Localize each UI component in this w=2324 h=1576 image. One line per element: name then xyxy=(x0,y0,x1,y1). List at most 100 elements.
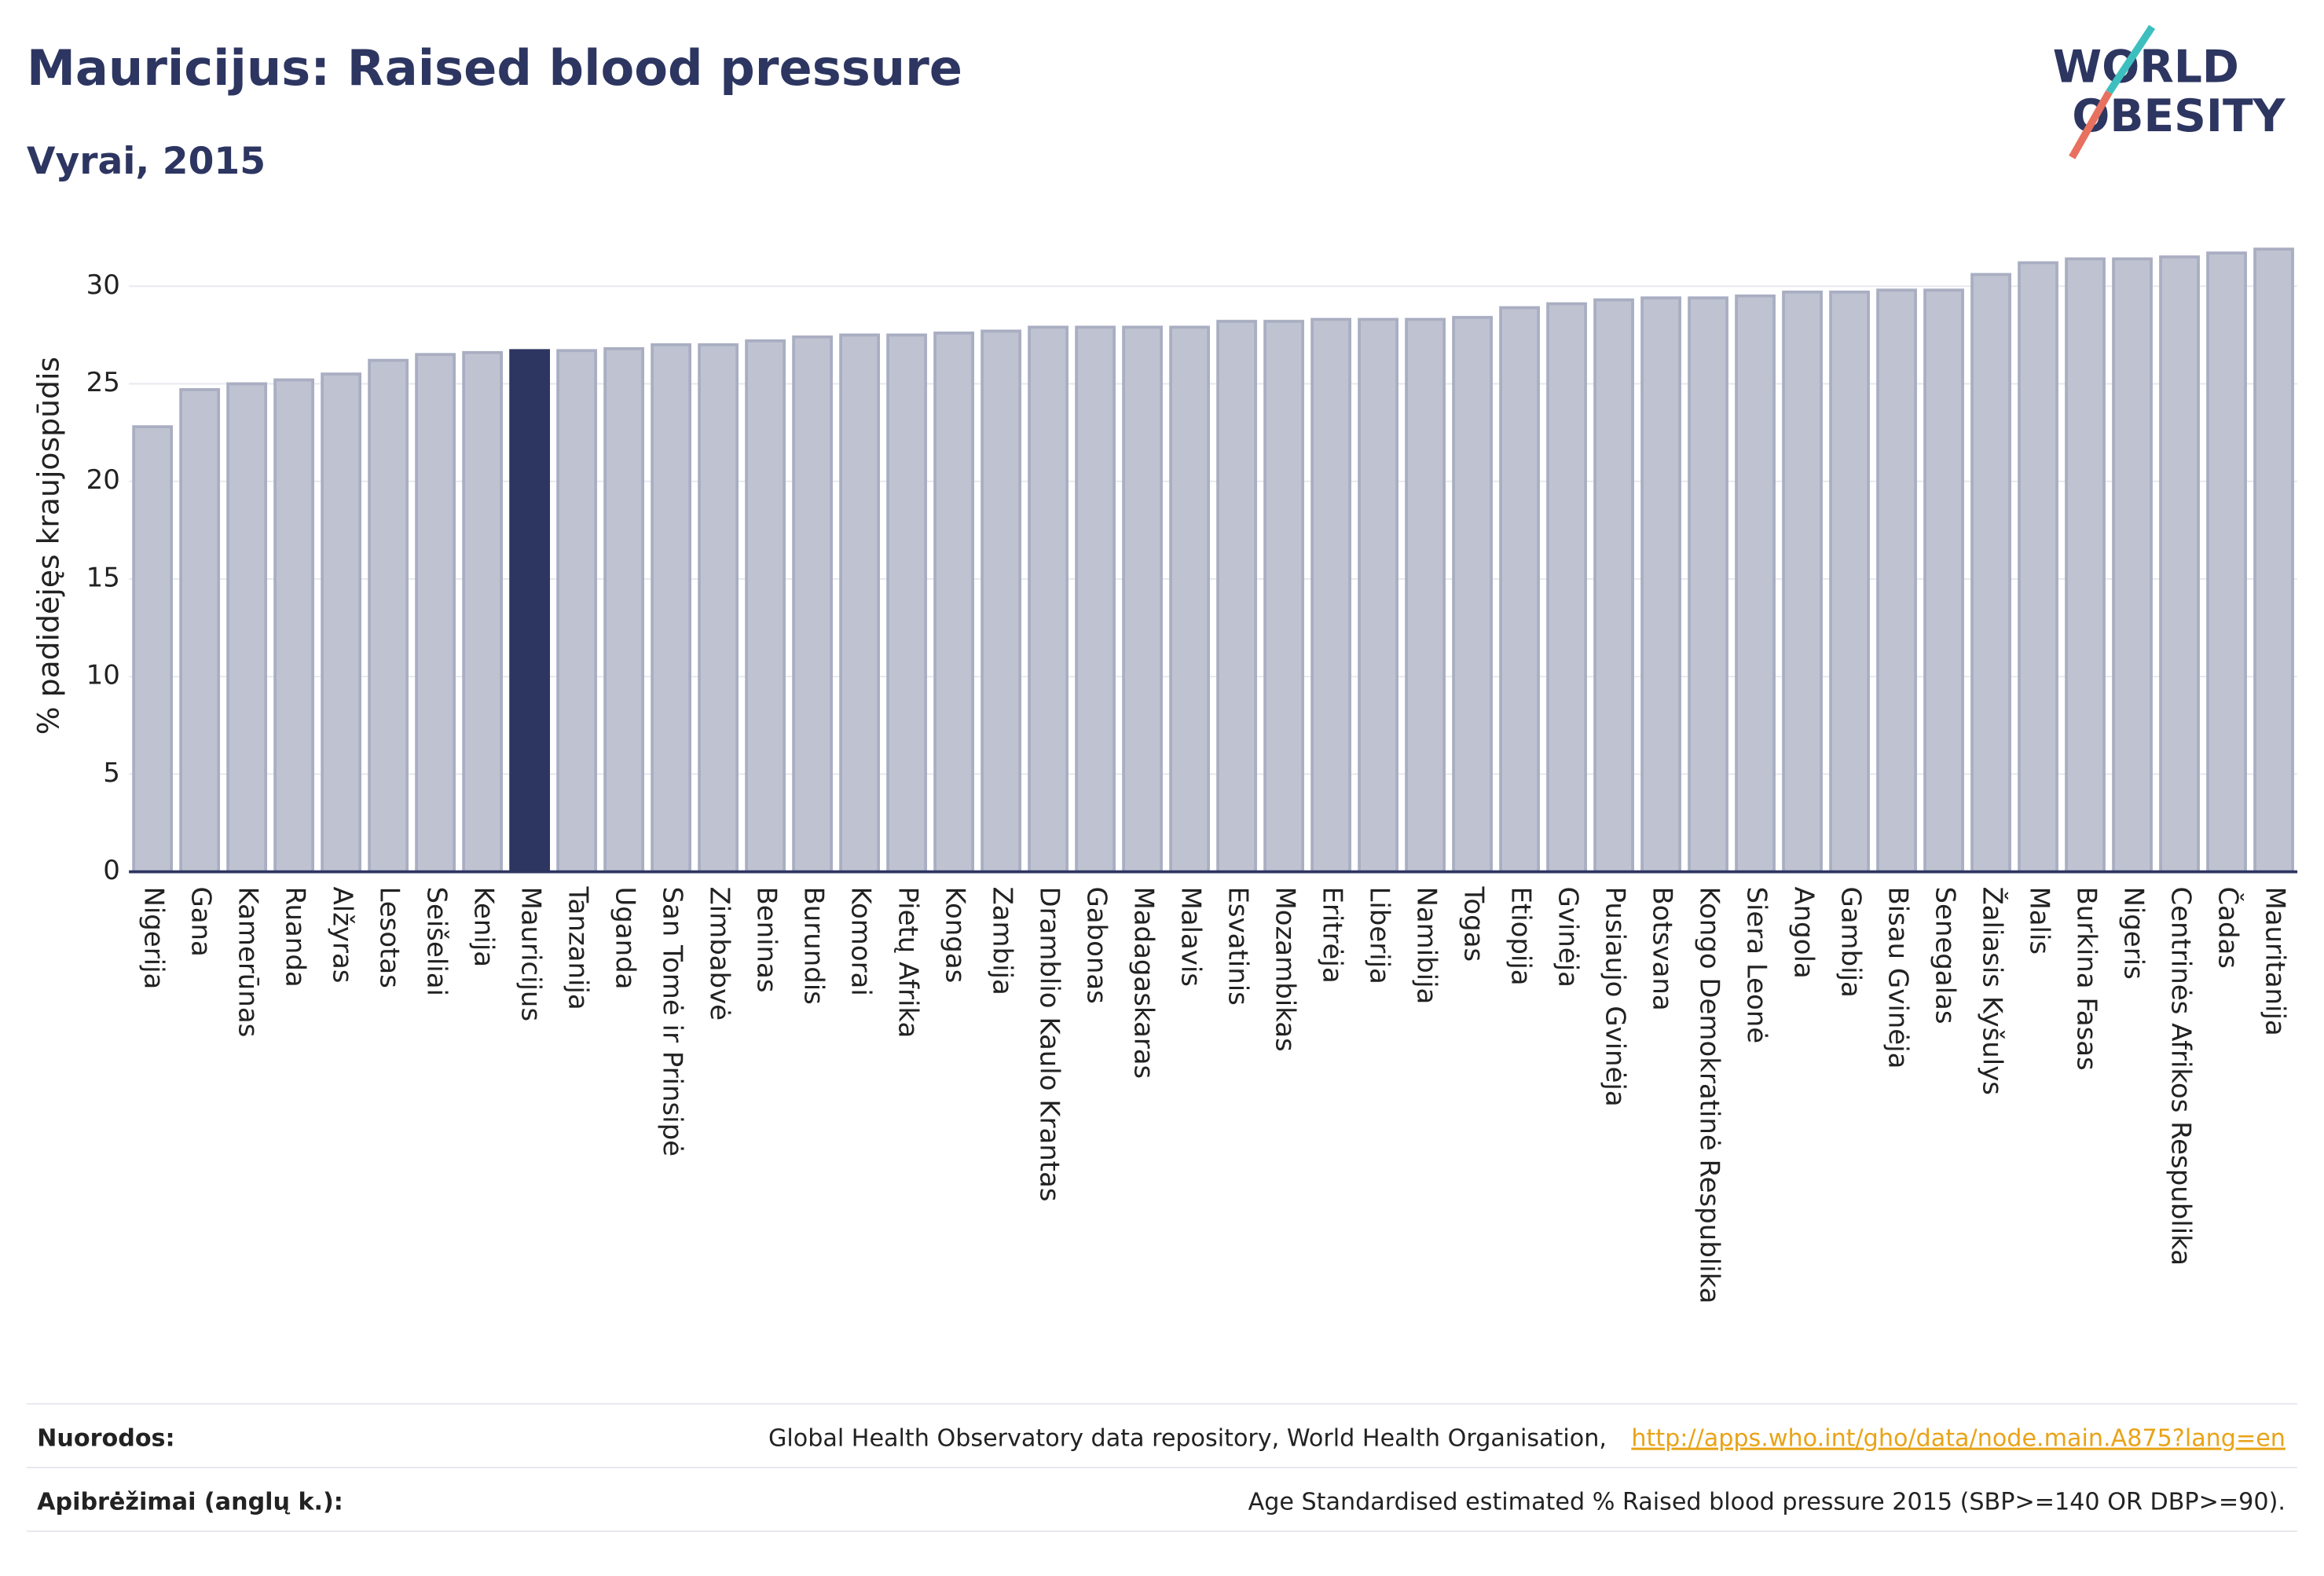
x-tick-label: Ruanda xyxy=(280,886,311,987)
logo-slash xyxy=(2106,24,2156,94)
bar xyxy=(1310,317,1351,874)
x-tick-label: Malavis xyxy=(1175,886,1207,986)
bar xyxy=(556,349,597,874)
bar xyxy=(509,349,550,874)
bar xyxy=(2112,257,2153,874)
bar xyxy=(1546,302,1587,874)
x-tick-label: Mozambikas xyxy=(1270,886,1301,1051)
bar xyxy=(321,372,362,874)
y-tick-label: 15 xyxy=(86,562,120,593)
x-tick-label: Malis xyxy=(2024,886,2055,955)
x-tick-label: Liberija xyxy=(1364,886,1395,984)
sources-link[interactable]: http://apps.who.int/gho/data/node.main.A… xyxy=(1631,1425,2286,1453)
y-axis-label: % padidėjęs kraujospūdis xyxy=(31,357,66,735)
x-tick-label: Beninas xyxy=(751,886,783,992)
bar xyxy=(2206,251,2247,874)
x-tick-label: Zimbabvė xyxy=(704,886,735,1021)
x-tick-label: Tanzanija xyxy=(563,885,594,1010)
x-tick-label: Komorai xyxy=(845,886,877,995)
x-tick-label: Esvatinis xyxy=(1222,886,1254,1005)
chart-subtitle: Vyrai, 2015 xyxy=(27,140,266,183)
x-tick-label: Siera Leonė xyxy=(1741,886,1772,1043)
bar xyxy=(1829,290,1870,874)
bar xyxy=(1122,325,1163,874)
x-tick-label: Zambija xyxy=(987,886,1018,995)
bar xyxy=(462,350,503,874)
bar xyxy=(603,346,644,874)
x-tick-label: Kongas xyxy=(940,886,971,983)
x-tick-label: Pusiaujo Gvinėja xyxy=(1600,886,1631,1106)
bar xyxy=(1499,306,1540,874)
bar xyxy=(1640,296,1681,874)
bar xyxy=(1688,296,1728,874)
x-tick-label: Madagaskaras xyxy=(1128,886,1160,1079)
x-tick-label: Centrinės Afrikos Respublika xyxy=(2165,886,2197,1266)
bar xyxy=(1263,320,1304,874)
x-tick-label: Alžyras xyxy=(327,886,358,983)
x-tick-label: Mauricijus xyxy=(515,886,547,1021)
bar xyxy=(1216,320,1257,874)
definition-text: Age Standardised estimated % Raised bloo… xyxy=(1248,1489,2286,1516)
x-tick-label: Nigerija xyxy=(138,886,170,989)
bar xyxy=(1028,325,1069,874)
bar xyxy=(2018,261,2058,874)
bar xyxy=(1405,317,1446,874)
x-tick-label: Botsvana xyxy=(1647,886,1678,1010)
x-tick-label: Etiopija xyxy=(1505,886,1537,985)
bar xyxy=(2253,247,2294,874)
bar xyxy=(273,378,315,874)
x-tick-label: Žaliasis Kyšulys xyxy=(1977,886,2009,1095)
y-tick-label: 10 xyxy=(86,660,120,691)
x-tick-label: Gabonas xyxy=(1081,886,1113,1003)
y-tick-label: 25 xyxy=(86,367,120,398)
x-tick-label: San Tomė ir Prinsipė xyxy=(657,886,688,1156)
bar xyxy=(745,339,786,874)
footer: Nuorodos: Global Health Observatory data… xyxy=(26,1402,2298,1533)
sources-text: Global Health Observatory data repositor… xyxy=(768,1425,1607,1453)
bar xyxy=(1876,288,1917,874)
x-tick-label: Burundis xyxy=(798,886,830,1004)
x-tick-label: Namibija xyxy=(1411,886,1442,1004)
bar xyxy=(1075,325,1116,874)
x-tick-label: Mauritanija xyxy=(2260,886,2291,1035)
x-tick-label: Čadas xyxy=(2212,886,2245,969)
x-tick-label: Kenija xyxy=(468,886,500,967)
chart-title: Mauricijus: Raised blood pressure xyxy=(27,39,962,97)
x-tick-label: Dramblio Kaulo Krantas xyxy=(1034,886,1065,1201)
bar xyxy=(792,335,833,874)
bar xyxy=(1452,316,1493,874)
bar xyxy=(1358,317,1398,874)
x-tick-label: Lesotas xyxy=(374,886,405,988)
logo-slash xyxy=(2069,90,2113,159)
y-tick-label: 0 xyxy=(103,855,120,886)
x-tick-label: Kamerūnas xyxy=(233,886,264,1037)
x-tick-label: Uganda xyxy=(610,886,641,989)
bar xyxy=(1593,298,1634,874)
x-tick-label: Angola xyxy=(1788,886,1820,978)
bar xyxy=(2159,255,2200,874)
y-tick-label: 30 xyxy=(86,269,120,301)
x-tick-label: Pietų Afrika xyxy=(893,886,924,1038)
x-tick-label: Burkina Fasas xyxy=(2071,886,2102,1070)
logo-text: WORLD xyxy=(2053,42,2239,93)
bar xyxy=(132,425,174,874)
bar xyxy=(981,329,1021,874)
bar xyxy=(839,333,880,874)
bar xyxy=(1735,294,1776,874)
bar xyxy=(1782,290,1823,874)
bar xyxy=(933,332,974,874)
x-tick-label: Eritrėja xyxy=(1317,886,1348,983)
bar xyxy=(179,388,221,874)
x-tick-label: Gambija xyxy=(1835,886,1867,997)
bar xyxy=(1970,273,2011,874)
x-tick-label: Togas xyxy=(1458,885,1490,962)
x-tick-label: Senegalas xyxy=(1930,886,1961,1024)
bar xyxy=(226,382,268,874)
x-tick-label: Gvinėja xyxy=(1552,886,1584,987)
x-tick-label: Nigeris xyxy=(2118,886,2150,979)
bar xyxy=(1169,325,1210,874)
x-tick-label: Kongo Demokratinė Respublika xyxy=(1694,886,1725,1303)
bar xyxy=(2065,257,2106,874)
y-tick-label: 20 xyxy=(86,464,120,496)
